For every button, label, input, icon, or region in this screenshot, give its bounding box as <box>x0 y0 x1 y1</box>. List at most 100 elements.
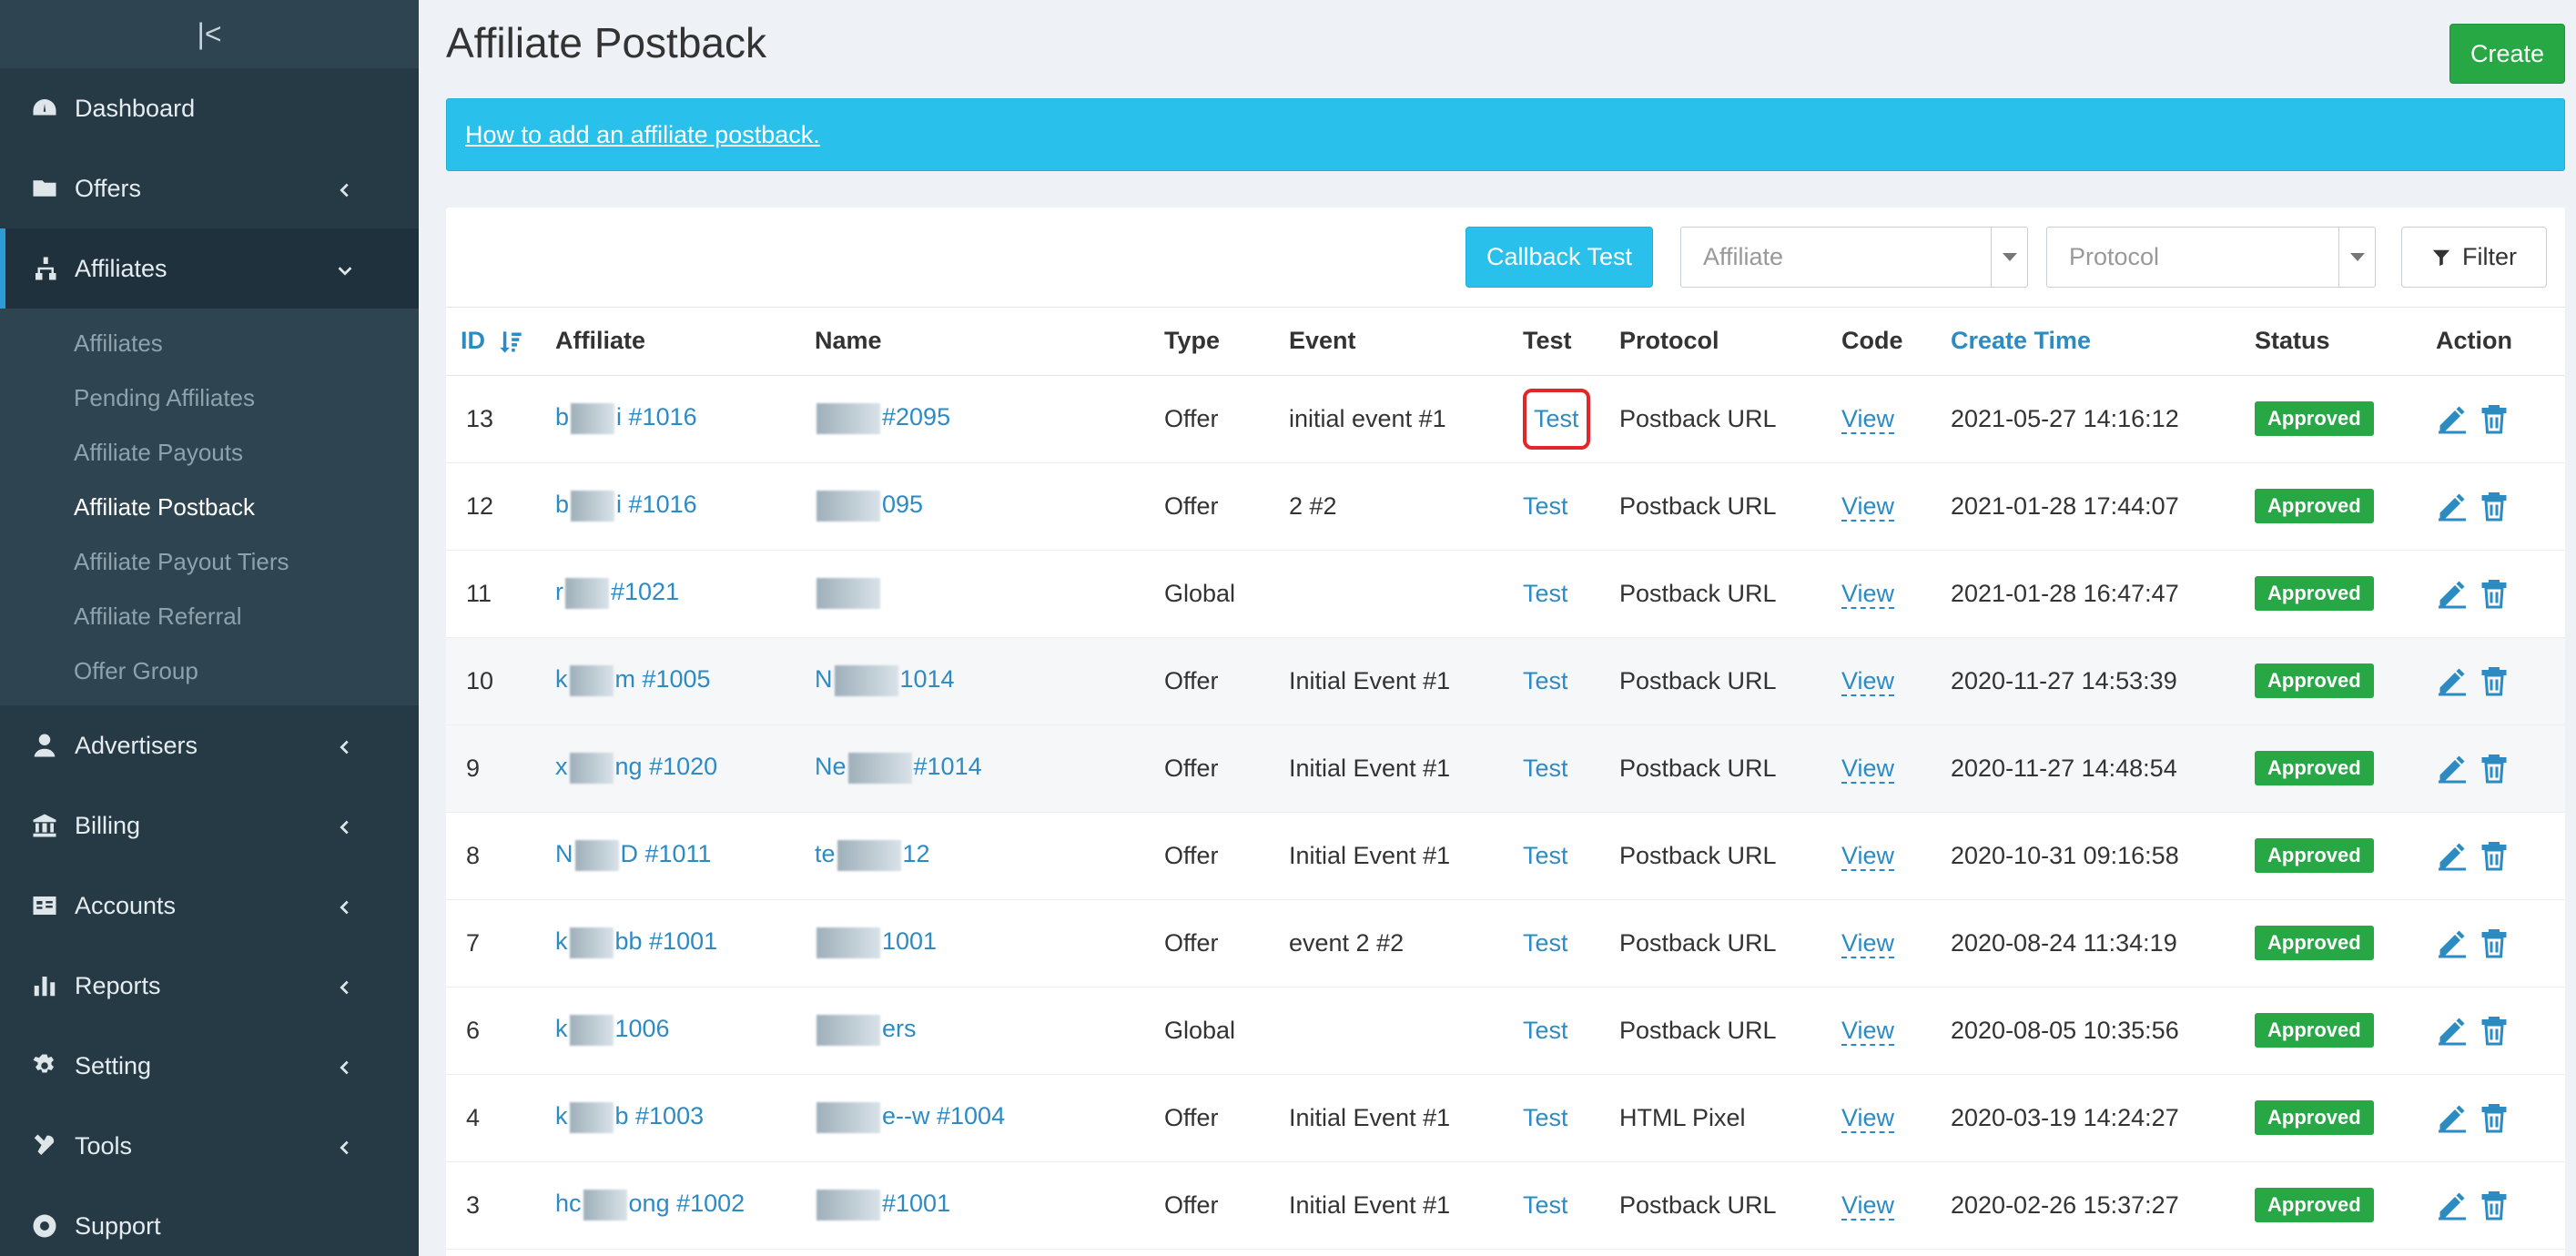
sidebar-item-advertisers[interactable]: Advertisers <box>0 705 419 785</box>
affiliate-link[interactable]: k b #1003 <box>555 1102 704 1133</box>
dropdown-arrow-icon[interactable] <box>1991 228 2027 287</box>
sidebar-item-offers[interactable]: Offers <box>0 148 419 228</box>
sidebar-item-accounts[interactable]: Accounts <box>0 866 419 946</box>
submenu-item-pending-affiliates[interactable]: Pending Affiliates <box>74 383 255 411</box>
create-button[interactable]: Create <box>2449 24 2565 84</box>
affiliate-link[interactable]: k m #1005 <box>555 665 711 696</box>
trash-icon[interactable] <box>2478 839 2510 872</box>
cell-action <box>2436 812 2565 900</box>
tools-icon <box>29 1130 60 1161</box>
affiliate-link[interactable]: k bb #1001 <box>555 927 717 958</box>
column-header-id[interactable]: ID <box>446 308 555 376</box>
trash-icon[interactable] <box>2478 1014 2510 1047</box>
submenu-item-affiliate-postback[interactable]: Affiliate Postback <box>74 492 255 521</box>
submenu-item-affiliate-payout-tiers[interactable]: Affiliate Payout Tiers <box>74 547 289 575</box>
affiliate-link[interactable]: N D #1011 <box>555 840 712 871</box>
test-link[interactable]: Test <box>1523 491 1568 520</box>
view-code-link[interactable]: View <box>1841 841 1895 871</box>
sidebar-collapse-button[interactable]: |< <box>0 0 419 68</box>
edit-icon[interactable] <box>2436 1189 2469 1221</box>
cell-type: Offer <box>1164 812 1289 900</box>
view-code-link[interactable]: View <box>1841 1103 1895 1133</box>
cell-status: Approved <box>2255 1161 2436 1250</box>
name-link[interactable]: ers <box>815 1015 917 1046</box>
view-code-link[interactable]: View <box>1841 404 1895 434</box>
test-link[interactable]: Test <box>1523 754 1568 782</box>
view-code-link[interactable]: View <box>1841 1016 1895 1046</box>
view-code-link[interactable]: View <box>1841 491 1895 522</box>
edit-icon[interactable] <box>2436 752 2469 785</box>
trash-icon[interactable] <box>2478 664 2510 697</box>
affiliate-link-prefix: N <box>555 840 573 868</box>
affiliate-link-prefix: b <box>555 491 570 519</box>
cell-affiliate: N D #1011 <box>555 812 815 900</box>
dropdown-arrow-icon[interactable] <box>2338 228 2375 287</box>
submenu-item-affiliate-referral[interactable]: Affiliate Referral <box>74 602 242 630</box>
name-link[interactable]: e--w #1004 <box>815 1102 1005 1133</box>
test-link[interactable]: Test <box>1523 1016 1568 1044</box>
trash-icon[interactable] <box>2478 1101 2510 1134</box>
name-link[interactable]: #1001 <box>815 1190 950 1221</box>
name-link[interactable]: 095 <box>815 491 923 522</box>
affiliate-link-suffix: ong #1002 <box>628 1190 745 1218</box>
name-link[interactable] <box>815 578 882 609</box>
edit-icon[interactable] <box>2436 839 2469 872</box>
edit-icon[interactable] <box>2436 927 2469 959</box>
affiliate-link[interactable]: b i #1016 <box>555 491 697 522</box>
affiliate-link[interactable]: hc ong #1002 <box>555 1190 745 1221</box>
sidebar-item-billing[interactable]: Billing <box>0 785 419 866</box>
edit-icon[interactable] <box>2436 1101 2469 1134</box>
trash-icon[interactable] <box>2478 577 2510 610</box>
trash-icon[interactable] <box>2478 1189 2510 1221</box>
name-link[interactable]: Ne #1014 <box>815 753 982 784</box>
sidebar-item-reports[interactable]: Reports <box>0 946 419 1026</box>
sidebar-item-dashboard[interactable]: Dashboard <box>0 68 419 148</box>
test-link[interactable]: Test <box>1523 666 1568 694</box>
test-link[interactable]: Test <box>1523 579 1568 607</box>
sidebar-item-setting[interactable]: Setting <box>0 1026 419 1106</box>
view-code-link[interactable]: View <box>1841 754 1895 784</box>
affiliate-select[interactable]: Affiliate <box>1680 227 2028 288</box>
test-link[interactable]: Test <box>1523 928 1568 957</box>
view-code-link[interactable]: View <box>1841 666 1895 696</box>
name-link-prefix: N <box>815 665 833 694</box>
name-link[interactable]: te 12 <box>815 840 930 871</box>
trash-icon[interactable] <box>2478 402 2510 435</box>
name-link[interactable]: #2095 <box>815 403 950 434</box>
edit-icon[interactable] <box>2436 1014 2469 1047</box>
test-link[interactable]: Test <box>1523 1190 1568 1219</box>
sidebar-item-tools[interactable]: Tools <box>0 1106 419 1186</box>
view-code-link[interactable]: View <box>1841 928 1895 958</box>
page-title: Affiliate Postback <box>446 19 767 66</box>
edit-icon[interactable] <box>2436 577 2469 610</box>
affiliate-link[interactable]: x ng #1020 <box>555 753 718 784</box>
edit-icon[interactable] <box>2436 664 2469 697</box>
column-header-create-time[interactable]: Create Time <box>1951 308 2255 376</box>
affiliate-link[interactable]: r #1021 <box>555 578 679 609</box>
view-code-link[interactable]: View <box>1841 579 1895 609</box>
callback-test-button[interactable]: Callback Test <box>1465 227 1653 288</box>
protocol-select[interactable]: Protocol <box>2046 227 2376 288</box>
help-link[interactable]: How to add an affiliate postback. <box>465 120 820 148</box>
test-link[interactable]: Test <box>1523 1103 1568 1131</box>
edit-icon[interactable] <box>2436 490 2469 522</box>
submenu-item-offer-group[interactable]: Offer Group <box>74 656 198 684</box>
trash-icon[interactable] <box>2478 490 2510 522</box>
sidebar-item-affiliates[interactable]: Affiliates <box>0 228 419 309</box>
test-link[interactable]: Test <box>1523 841 1568 869</box>
affiliate-link[interactable]: b i #1016 <box>555 403 697 434</box>
trash-icon[interactable] <box>2478 927 2510 959</box>
sidebar-item-support[interactable]: Support <box>0 1186 419 1256</box>
edit-icon[interactable] <box>2436 402 2469 435</box>
name-link[interactable]: 1001 <box>815 927 937 958</box>
cell-event: event 2 #2 <box>1289 899 1523 988</box>
submenu-item-affiliate-payouts[interactable]: Affiliate Payouts <box>74 438 243 466</box>
submenu-item-affiliates[interactable]: Affiliates <box>74 329 163 357</box>
affiliate-link-suffix: ng #1020 <box>614 753 718 781</box>
affiliate-link[interactable]: k 1006 <box>555 1015 670 1046</box>
name-link[interactable]: N 1014 <box>815 665 955 696</box>
trash-icon[interactable] <box>2478 752 2510 785</box>
filter-button[interactable]: Filter <box>2401 227 2547 288</box>
test-link[interactable]: Test <box>1523 388 1590 450</box>
view-code-link[interactable]: View <box>1841 1190 1895 1221</box>
